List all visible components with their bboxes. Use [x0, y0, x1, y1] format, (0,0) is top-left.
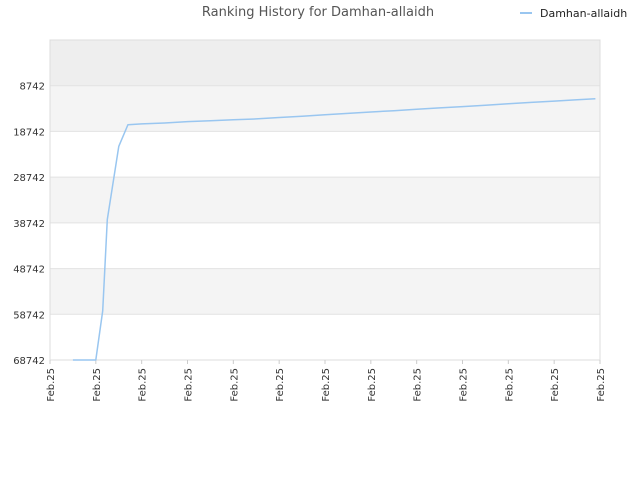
x-tick-label: Feb.25 [138, 368, 149, 402]
chart-title: Ranking History for Damhan-allaidh [202, 5, 434, 20]
legend-label: Damhan-allaidh [540, 7, 627, 20]
x-tick-label: Feb.25 [92, 368, 103, 402]
background-band [50, 40, 600, 86]
background-band [50, 222, 600, 269]
y-axis: 8742 18742 28742 38742 48742 58742 68742 [13, 82, 45, 367]
y-tick-label: 48742 [13, 265, 45, 276]
x-tick-label: Feb.25 [459, 368, 470, 402]
x-tick-label: Feb.25 [596, 368, 607, 402]
background-band [50, 268, 600, 315]
y-tick-label: 38742 [13, 219, 45, 230]
background-band [50, 131, 600, 178]
x-tick-label: Feb.25 [46, 368, 57, 402]
y-tick-label: 28742 [13, 173, 45, 184]
y-tick-label: 58742 [13, 310, 45, 321]
y-tick-label: 8742 [20, 82, 45, 93]
x-tick-label: Feb.25 [275, 368, 286, 402]
x-tick-label: Feb.25 [367, 368, 378, 402]
x-tick-label: Feb.25 [413, 368, 424, 402]
x-tick-label: Feb.25 [229, 368, 240, 402]
series-line-damhan-allaidh [72, 98, 596, 361]
x-tick-label: Feb.25 [184, 368, 195, 402]
y-tick-label: 18742 [13, 127, 45, 138]
background-bands [50, 40, 600, 360]
background-band [50, 314, 600, 360]
x-axis: Feb.25 Feb.25 Feb.25 Feb.25 Feb.25 Feb.25 Feb.… [46, 360, 607, 402]
legend[interactable]: Damhan-allaidh [520, 7, 627, 20]
x-tick-label: Feb.25 [550, 368, 561, 402]
background-band [50, 177, 600, 223]
x-tick-label: Feb.25 [504, 368, 515, 402]
x-tick-label: Feb.25 [321, 368, 332, 402]
y-tick-label: 68742 [13, 356, 45, 367]
